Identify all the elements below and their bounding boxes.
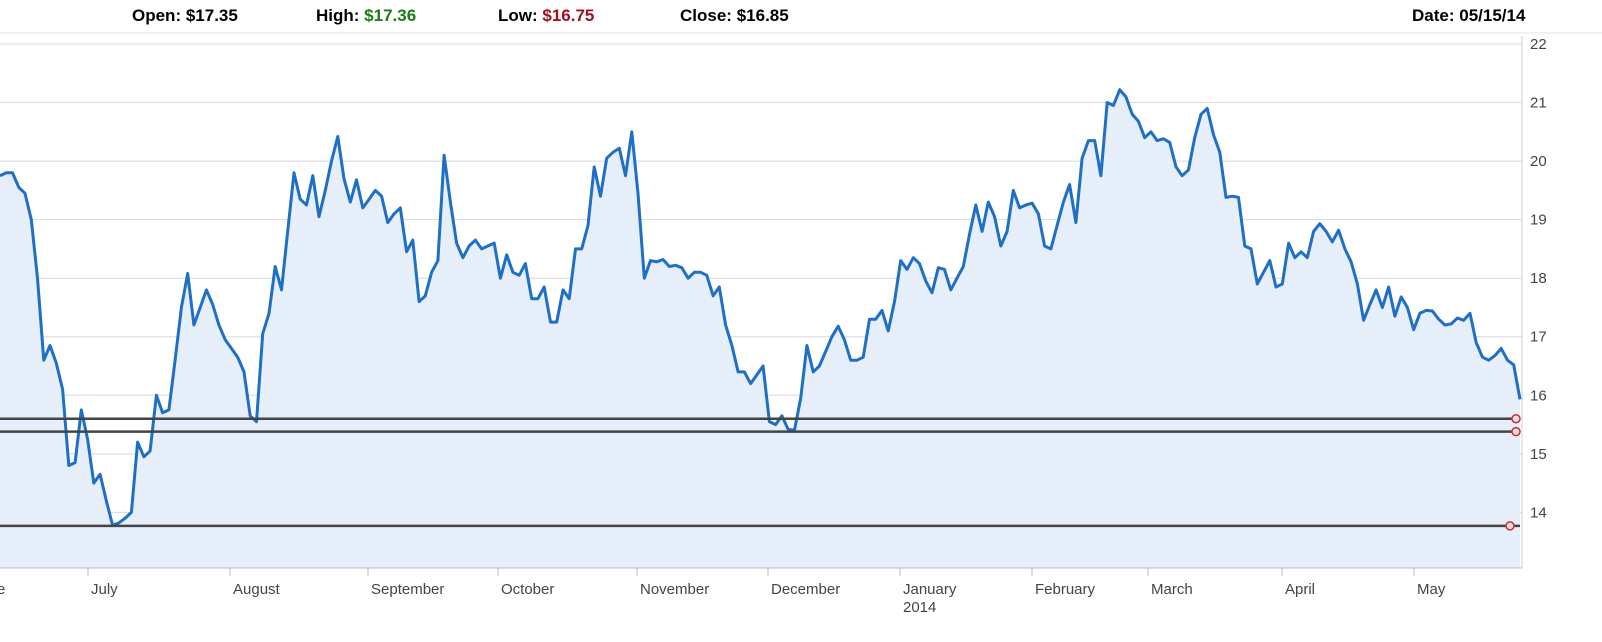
x-tick-May: May (1417, 581, 1446, 598)
support-lines (0, 413, 1521, 531)
close-label: Close: (680, 6, 732, 25)
y-tick-19: 19 (1530, 212, 1547, 229)
x-tick-February: February (1035, 581, 1096, 598)
close-value: $16.85 (736, 6, 789, 25)
low-quote: Low: $16.75 (498, 6, 594, 26)
high-value: $17.36 (364, 6, 417, 25)
y-axis-ticks: 14 15 16 17 18 19 20 21 22 (1530, 36, 1547, 521)
date-label: Date: (1412, 6, 1455, 25)
x-tick-July: July (91, 581, 118, 598)
price-area (0, 89, 1520, 568)
y-tick-21: 21 (1530, 95, 1547, 112)
high-quote: High: $17.36 (316, 6, 416, 26)
x-tick-e: e (0, 581, 5, 598)
x-tick-sub-2014: 2014 (903, 599, 936, 616)
x-tick-January: January (903, 581, 957, 598)
open-value: $17.35 (185, 6, 238, 25)
quote-header: Open: $17.35 High: $17.36 Low: $16.75 Cl… (0, 0, 1602, 34)
date-display: Date: 05/15/14 (1412, 6, 1525, 26)
open-quote: Open: $17.35 (132, 6, 238, 26)
y-tick-14: 14 (1530, 504, 1547, 521)
open-label: Open: (132, 6, 182, 25)
close-quote: Close: $16.85 (680, 6, 789, 26)
x-axis-ticks: e July August September October November Decem… (0, 581, 1446, 616)
y-tick-15: 15 (1530, 446, 1547, 463)
low-value: $16.75 (542, 6, 595, 25)
y-tick-16: 16 (1530, 387, 1547, 404)
x-tick-December: December (771, 581, 840, 598)
low-label: Low: (498, 6, 538, 25)
x-tick-March: March (1151, 581, 1193, 598)
x-tick-April: April (1285, 581, 1315, 598)
x-tick-September: September (371, 581, 444, 598)
x-grid-ticks (87, 568, 1415, 576)
date-value: 05/15/14 (1459, 6, 1526, 25)
y-tick-22: 22 (1530, 36, 1547, 53)
high-label: High: (316, 6, 360, 25)
support-line-handle-2 (1511, 426, 1521, 437)
x-tick-October: October (501, 581, 554, 598)
x-tick-August: August (233, 581, 281, 598)
support-line-handle-3 (1505, 521, 1515, 531)
support-line-handle-1 (1511, 413, 1521, 424)
x-tick-November: November (640, 581, 709, 598)
y-tick-20: 20 (1530, 153, 1547, 170)
y-tick-17: 17 (1530, 329, 1547, 346)
y-tick-18: 18 (1530, 270, 1547, 287)
